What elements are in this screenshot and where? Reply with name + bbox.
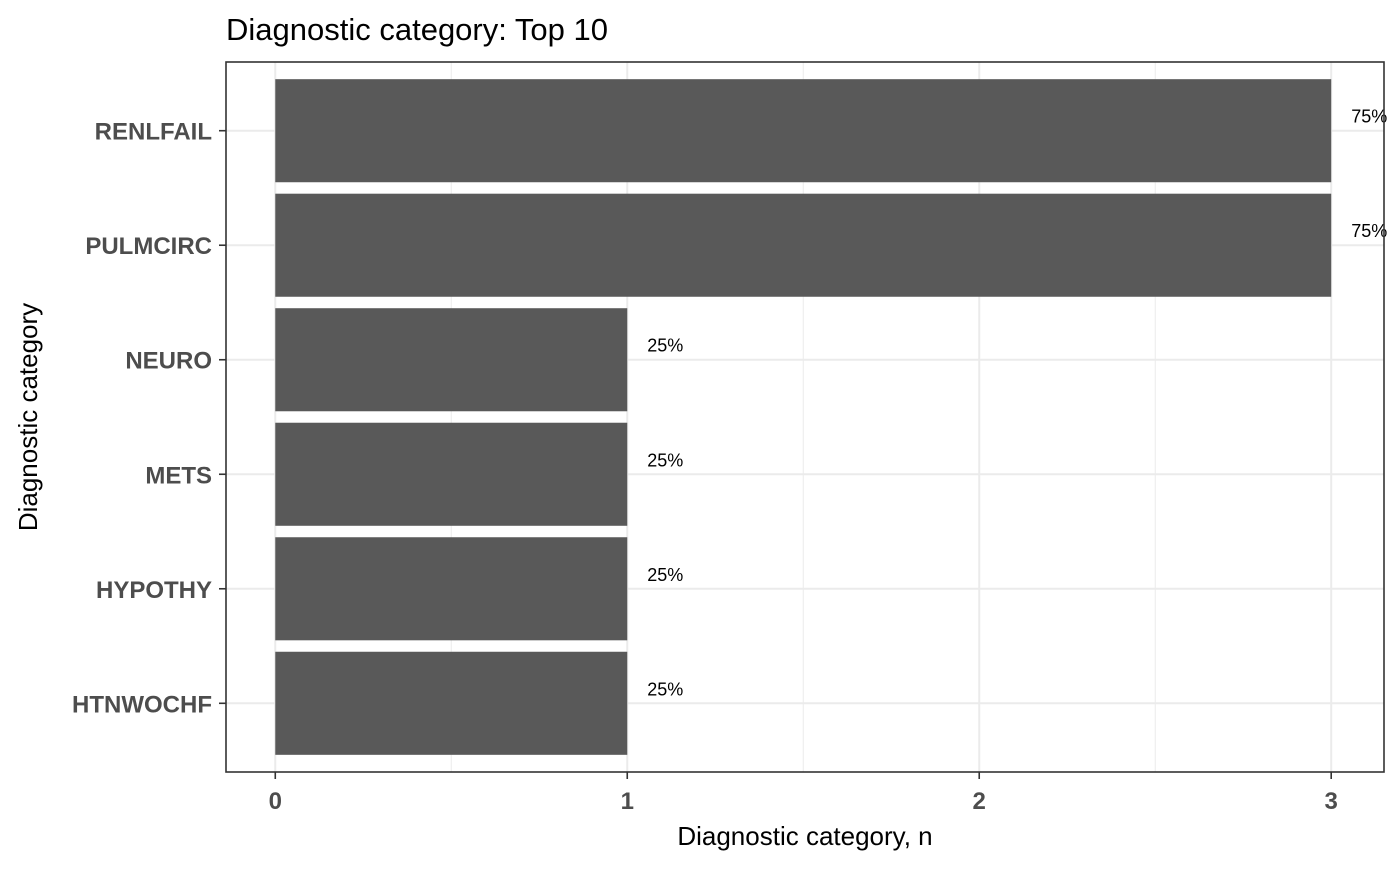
chart-title: Diagnostic category: Top 10 xyxy=(226,12,608,47)
data-label: 25% xyxy=(647,450,683,470)
y-tick-label: HTNWOCHF xyxy=(72,691,212,718)
bar xyxy=(275,422,628,526)
y-tick-label: METS xyxy=(145,462,212,489)
x-axis: 0 1 2 3 xyxy=(269,772,1338,815)
y-tick-label: NEURO xyxy=(125,348,212,375)
bar xyxy=(275,651,628,755)
panel-border xyxy=(225,61,1385,773)
bar xyxy=(275,308,628,412)
bar xyxy=(275,193,1332,297)
bars xyxy=(275,79,1332,755)
data-label: 25% xyxy=(647,336,683,356)
x-tick-label: 0 xyxy=(269,788,282,815)
data-label: 25% xyxy=(647,679,683,699)
y-tick-label: PULMCIRC xyxy=(85,233,212,260)
x-tick-label: 3 xyxy=(1325,788,1338,815)
y-axis: RENLFAIL PULMCIRC NEURO METS HYPOTHY HTNWOCHF xyxy=(72,119,226,718)
data-label: 75% xyxy=(1351,107,1387,127)
bar xyxy=(275,537,628,641)
y-axis-title: Diagnostic category xyxy=(13,303,43,531)
x-tick-label: 1 xyxy=(621,788,634,815)
data-label: 75% xyxy=(1351,221,1387,241)
data-labels: 75% 75% 25% 25% 25% 25% xyxy=(647,107,1387,700)
data-label: 25% xyxy=(647,565,683,585)
y-tick-label: RENLFAIL xyxy=(95,119,212,146)
bar xyxy=(275,79,1332,183)
x-axis-title: Diagnostic category, n xyxy=(677,821,932,851)
x-tick-label: 2 xyxy=(973,788,986,815)
y-tick-label: HYPOTHY xyxy=(96,577,212,604)
